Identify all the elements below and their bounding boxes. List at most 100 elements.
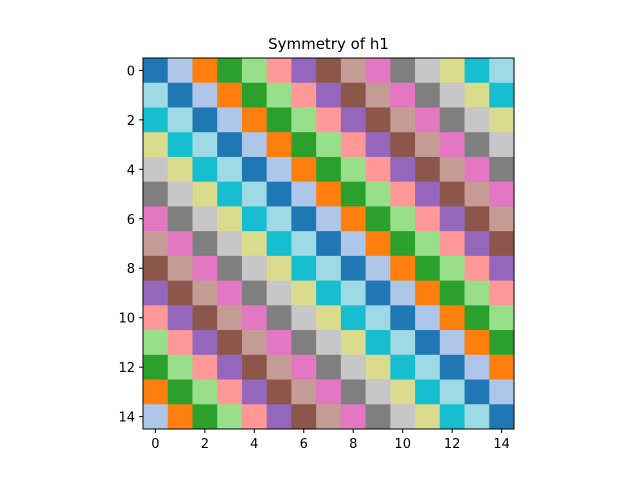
heatmap-cell xyxy=(291,132,317,158)
heatmap-cell xyxy=(241,330,268,356)
heatmap-cell xyxy=(192,58,218,84)
heatmap-cell xyxy=(340,379,366,405)
heatmap-cell xyxy=(217,404,243,430)
heatmap-cell xyxy=(291,280,317,306)
heatmap-cell xyxy=(365,82,391,108)
heatmap-cell xyxy=(415,206,441,232)
heatmap-cell xyxy=(489,231,515,257)
heatmap-cell xyxy=(489,305,515,331)
heatmap-cell xyxy=(489,58,515,84)
heatmap-cell xyxy=(464,58,490,84)
heatmap-cell xyxy=(143,379,169,405)
heatmap-cell xyxy=(143,58,169,84)
heatmap-cell xyxy=(167,404,193,430)
heatmap-cell xyxy=(340,181,366,207)
heatmap-cell xyxy=(192,354,218,380)
heatmap-cell xyxy=(464,231,490,257)
heatmap-cell xyxy=(217,255,243,281)
heatmap-cell xyxy=(464,107,490,133)
x-tick-label: 8 xyxy=(349,437,357,452)
heatmap-cell xyxy=(316,379,342,405)
heatmap-cell xyxy=(340,330,366,356)
y-tick-label: 0 xyxy=(127,64,135,79)
heatmap-cell xyxy=(365,379,391,405)
y-tick-label: 2 xyxy=(127,114,135,129)
heatmap-cell xyxy=(316,305,342,331)
heatmap-cell xyxy=(192,231,218,257)
heatmap-cell xyxy=(390,379,416,405)
heatmap-cell xyxy=(217,181,243,207)
heatmap-cell xyxy=(266,354,292,380)
axes-frame xyxy=(142,57,515,430)
heatmap-cell xyxy=(390,280,416,306)
heatmap-cell xyxy=(439,305,465,331)
heatmap-cell xyxy=(390,107,416,133)
x-tick-label: 0 xyxy=(151,437,159,452)
heatmap-cell xyxy=(241,404,268,430)
heatmap-cell xyxy=(241,206,268,232)
heatmap-cell xyxy=(192,255,218,281)
heatmap-cell xyxy=(192,404,218,430)
heatmap-cell xyxy=(365,231,391,257)
heatmap-cell xyxy=(340,107,366,133)
heatmap-cell xyxy=(415,404,441,430)
heatmap-cell xyxy=(415,255,441,281)
heatmap-cell xyxy=(340,280,366,306)
heatmap-cell xyxy=(143,231,169,257)
heatmap-cell xyxy=(390,255,416,281)
heatmap-cell xyxy=(439,156,465,183)
heatmap-cell xyxy=(439,82,465,108)
heatmap-cell xyxy=(167,280,193,306)
heatmap-cell xyxy=(241,231,268,257)
y-tick-label: 4 xyxy=(127,163,135,178)
heatmap-cell xyxy=(390,206,416,232)
heatmap-cell xyxy=(167,107,193,133)
heatmap-cell xyxy=(167,231,193,257)
heatmap-cell xyxy=(439,181,465,207)
y-axis: 0 2 4 6 8 10 12 14 xyxy=(118,64,143,426)
heatmap-cell xyxy=(143,206,169,232)
heatmap-cell xyxy=(439,107,465,133)
heatmap-cell xyxy=(365,404,391,430)
heatmap-cell xyxy=(241,379,268,405)
heatmap-cell xyxy=(192,132,218,158)
heatmap-cell xyxy=(340,404,366,430)
heatmap-cell xyxy=(489,255,515,281)
heatmap-cell xyxy=(266,280,292,306)
heatmap-cell xyxy=(415,181,441,207)
heatmap-cell xyxy=(143,330,169,356)
heatmap-cell xyxy=(464,206,490,232)
heatmap-cell xyxy=(291,82,317,108)
heatmap-cell xyxy=(415,330,441,356)
heatmap-cell xyxy=(464,404,490,430)
y-tick-label: 10 xyxy=(118,312,135,327)
heatmap-cell xyxy=(291,181,317,207)
heatmap-cell xyxy=(167,58,193,84)
heatmap-cell xyxy=(489,156,515,183)
heatmap-cell xyxy=(390,354,416,380)
heatmap-cell xyxy=(291,156,317,183)
heatmap-cell xyxy=(439,58,465,84)
heatmap-cell xyxy=(167,354,193,380)
heatmap-cell xyxy=(266,305,292,331)
heatmap-cell xyxy=(340,132,366,158)
heatmap-cell xyxy=(439,132,465,158)
heatmap-cell xyxy=(291,58,317,84)
heatmap-cell xyxy=(439,404,465,430)
heatmap-cell xyxy=(143,132,169,158)
y-tick-label: 8 xyxy=(127,262,135,277)
heatmap-cell xyxy=(291,107,317,133)
heatmap-cell xyxy=(217,231,243,257)
heatmap-cell xyxy=(266,132,292,158)
heatmap-cell xyxy=(464,156,490,183)
heatmap-cell xyxy=(217,305,243,331)
heatmap-cell xyxy=(241,354,268,380)
heatmap-cell xyxy=(365,107,391,133)
heatmap-cell xyxy=(464,280,490,306)
heatmap-cell xyxy=(365,354,391,380)
heatmap-cell xyxy=(340,156,366,183)
heatmap-cell xyxy=(415,156,441,183)
heatmap-cell xyxy=(390,181,416,207)
y-tick-label: 14 xyxy=(118,411,135,426)
heatmap-cell xyxy=(266,156,292,183)
